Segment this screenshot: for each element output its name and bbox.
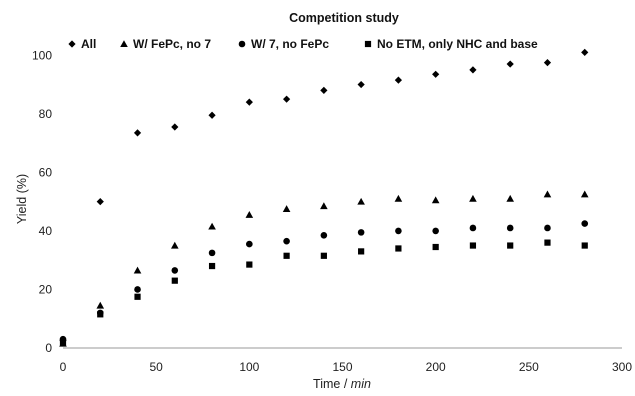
- x-axis-ticks: 0 50 100 150 200 250 300: [60, 360, 633, 374]
- data-point-square: [97, 311, 104, 318]
- legend-item: All: [68, 37, 96, 51]
- data-point-circle: [246, 240, 253, 248]
- x-tick-label: 250: [519, 360, 539, 374]
- data-point-diamond: [96, 198, 104, 206]
- data-point-square: [208, 262, 216, 270]
- data-point-square: [544, 239, 551, 246]
- data-point-triangle: [245, 211, 254, 218]
- data-point-square: [358, 248, 365, 255]
- legend-marker-square: [364, 40, 372, 48]
- y-tick-label: 0: [45, 341, 52, 355]
- data-point-diamond: [245, 98, 253, 106]
- x-tick-label: 200: [426, 360, 446, 374]
- data-point-diamond: [171, 123, 179, 131]
- data-point-triangle: [96, 301, 105, 309]
- data-point-triangle: [543, 190, 552, 198]
- data-point-square: [395, 245, 402, 252]
- data-point-circle: [395, 227, 402, 235]
- data-point-diamond: [506, 60, 514, 68]
- x-tick-label: 50: [149, 360, 163, 374]
- data-point-square: [469, 242, 477, 249]
- data-point-triangle: [431, 196, 440, 204]
- data-point-triangle: [320, 202, 328, 210]
- legend-item: W/ 7, no FePc: [238, 37, 329, 51]
- y-tick-label: 80: [39, 107, 53, 121]
- data-point-diamond: [469, 66, 477, 74]
- x-tick-label: 0: [60, 360, 67, 374]
- data-point-diamond: [133, 129, 142, 137]
- legend-marker-circle: [238, 40, 246, 48]
- data-point-square: [432, 243, 439, 251]
- data-point-triangle: [394, 194, 403, 202]
- legend-label: W/ FePc, no 7: [133, 37, 211, 51]
- legend-marker-triangle: [120, 40, 128, 48]
- x-tick-label: 300: [612, 360, 632, 374]
- data-point-square: [581, 242, 588, 249]
- data-point-circle: [506, 224, 514, 232]
- x-axis-title: Time / min: [313, 377, 371, 391]
- data-point-square: [59, 339, 67, 346]
- data-point-diamond: [543, 58, 552, 67]
- data-point-circle: [469, 224, 477, 232]
- data-point-square: [320, 252, 327, 259]
- data-point-circle: [208, 249, 216, 257]
- data-point-triangle: [357, 197, 365, 205]
- y-tick-label: 100: [32, 48, 52, 62]
- data-point-triangle: [282, 205, 291, 212]
- x-axis-title-unit: min: [351, 377, 371, 391]
- plot-area: [59, 48, 589, 347]
- data-point-square: [283, 252, 290, 259]
- data-point-square: [134, 293, 141, 300]
- data-point-square: [246, 261, 253, 268]
- legend-item: No ETM, only NHC and base: [364, 37, 538, 51]
- series-triangle: [59, 190, 589, 347]
- data-point-circle: [320, 232, 328, 239]
- legend-label: All: [81, 37, 96, 51]
- data-point-circle: [544, 224, 551, 232]
- data-point-diamond: [581, 48, 589, 56]
- data-point-circle: [581, 220, 589, 227]
- data-point-triangle: [208, 222, 216, 230]
- data-point-diamond: [357, 80, 365, 89]
- y-tick-label: 20: [39, 282, 53, 296]
- data-point-circle: [134, 286, 141, 293]
- data-point-diamond: [320, 86, 328, 94]
- y-tick-label: 40: [39, 224, 53, 238]
- data-point-circle: [283, 237, 290, 245]
- data-point-triangle: [506, 194, 514, 202]
- legend-item: W/ FePc, no 7: [120, 37, 211, 51]
- x-axis-title-text: Time /: [313, 377, 351, 391]
- y-tick-label: 60: [39, 165, 53, 179]
- data-point-diamond: [283, 95, 291, 103]
- legend-marker-diamond: [68, 40, 76, 48]
- legend-label: W/ 7, no FePc: [251, 37, 329, 51]
- x-tick-label: 100: [239, 360, 259, 374]
- data-point-diamond: [394, 76, 402, 84]
- data-point-square: [171, 277, 178, 284]
- data-point-triangle: [469, 194, 477, 202]
- data-point-square: [507, 242, 514, 249]
- data-point-triangle: [580, 190, 589, 198]
- series-diamond: [59, 48, 589, 345]
- x-tick-label: 150: [332, 360, 352, 374]
- y-axis-ticks: 0 20 40 60 80 100: [32, 48, 52, 355]
- data-point-circle: [357, 229, 365, 236]
- data-point-triangle: [171, 241, 179, 249]
- series-square: [59, 239, 588, 346]
- data-point-circle: [171, 267, 179, 274]
- data-point-diamond: [432, 70, 440, 78]
- chart-legend: All W/ FePc, no 7 W/ 7, no FePc No ETM, onl…: [68, 37, 538, 51]
- y-axis-title: Yield (%): [15, 174, 29, 224]
- legend-label: No ETM, only NHC and base: [377, 37, 538, 51]
- data-point-circle: [432, 227, 439, 235]
- series-circle: [59, 220, 589, 343]
- chart-title: Competition study: [289, 11, 399, 25]
- data-point-diamond: [208, 111, 216, 119]
- data-point-triangle: [133, 266, 142, 274]
